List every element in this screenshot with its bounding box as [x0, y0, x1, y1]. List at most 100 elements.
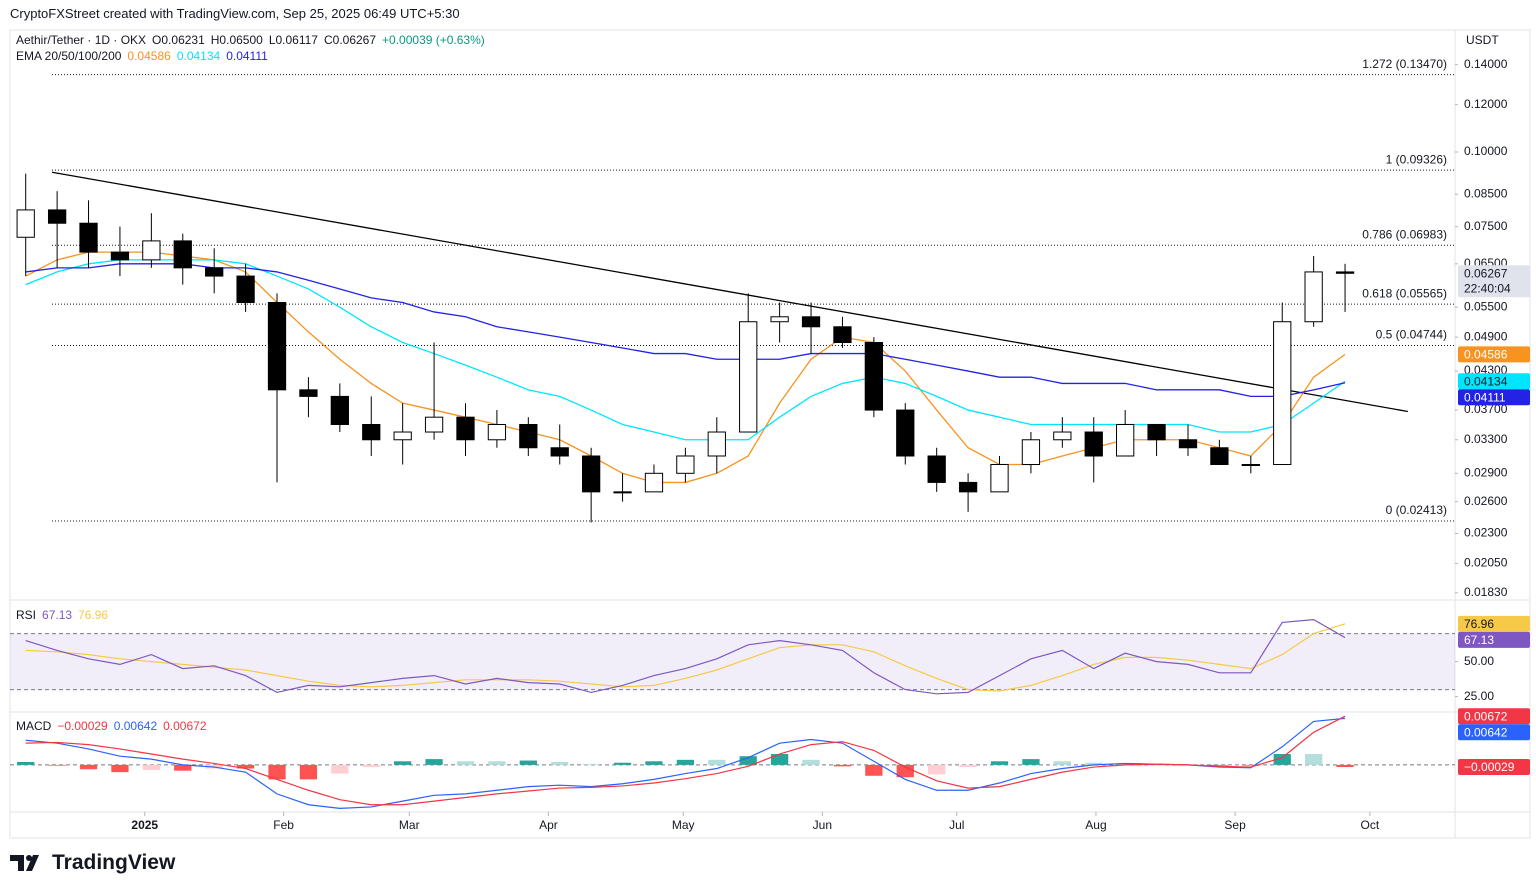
candle-body [1304, 271, 1323, 323]
histogram-bar [48, 764, 66, 766]
candle-body [1178, 439, 1198, 449]
histogram-bar [802, 759, 820, 765]
legend-item: 0.04134 [177, 49, 221, 63]
macd-line [25, 717, 1346, 809]
x-tick-label: Jul [949, 818, 964, 832]
histogram-bar [394, 761, 412, 765]
histogram-bar [676, 759, 695, 765]
price-tag-bg [1458, 265, 1530, 298]
histogram-bar [959, 764, 977, 768]
macd-tag-bg [1458, 708, 1530, 725]
y-tick-label: 0.05500 [1464, 299, 1508, 313]
legend-item: O0.06231 [152, 33, 205, 47]
histogram-bar [268, 764, 286, 780]
candle-body [613, 491, 632, 494]
candle-body [1210, 447, 1229, 466]
ema-tag: 0.04134 [1464, 374, 1508, 388]
histogram-bar [1085, 762, 1103, 765]
candle-body [1273, 321, 1292, 466]
candle-body [833, 326, 852, 344]
legend-item: RSI [16, 608, 36, 622]
histogram-bar [79, 764, 98, 770]
x-tick-label: Oct [1361, 818, 1380, 832]
candle-body [487, 423, 507, 441]
chart: 0.140000.120000.100000.085000.075000.065… [9, 29, 1531, 839]
ema-tag-bg [1458, 389, 1530, 406]
legend-item: H0.06500 [211, 33, 263, 47]
histogram-bar [362, 764, 380, 768]
histogram-bar [613, 762, 632, 765]
candle-body [927, 455, 946, 483]
candle-body [707, 431, 726, 457]
axis-unit: USDT [1466, 33, 1499, 47]
histogram-bar [425, 759, 443, 765]
x-tick-label: Aug [1085, 818, 1106, 832]
histogram-bar [519, 760, 537, 765]
ema-tag-bg [1458, 346, 1530, 363]
price-tag: 0.06267 [1464, 266, 1508, 280]
histogram-bar [299, 764, 318, 780]
histogram-bar [236, 764, 255, 769]
legend-item: 76.96 [78, 608, 108, 622]
rsi-band [10, 633, 1455, 690]
histogram-bar [865, 764, 883, 776]
trendline [51, 171, 1408, 413]
y-tick-label: 0.03300 [1464, 432, 1508, 446]
candle-body [362, 423, 381, 441]
histogram-bar [582, 764, 600, 765]
histogram-bar [896, 764, 914, 778]
candle-body [676, 455, 695, 474]
legend-item: 0.00672 [163, 719, 207, 733]
candle-body [519, 423, 538, 449]
histogram-bar [1210, 764, 1229, 766]
rsi-line [25, 623, 1346, 692]
histogram-bar [174, 764, 192, 771]
macd-line [25, 715, 1346, 806]
ema-tag-bg [1458, 373, 1530, 390]
legend-item: EMA 20/50/100/200 [16, 49, 122, 63]
x-tick-label: 2025 [131, 818, 158, 832]
x-tick-label: Apr [539, 818, 558, 832]
frame [9, 29, 1531, 839]
y-tick-label: 0.02300 [1464, 526, 1508, 540]
legend-item: 0.00642 [114, 719, 158, 733]
rsi-tag: 76.96 [1464, 617, 1494, 631]
candle-body [393, 431, 412, 441]
y-tick-label: 0.07500 [1464, 219, 1508, 233]
legend-item: 0.04586 [127, 49, 171, 63]
histogram-bar [111, 764, 129, 773]
countdown: 22:40:04 [1464, 281, 1511, 295]
histogram-bar [833, 764, 852, 767]
candle-body [1116, 423, 1135, 457]
legend: EMA 20/50/100/200 0.04586 0.04134 0.04111 [16, 49, 268, 63]
ema-tag: 0.04586 [1464, 348, 1508, 362]
macd-tag: 0.00672 [1464, 709, 1508, 723]
logo-mark [10, 855, 39, 871]
candle-body [456, 416, 475, 441]
rsi-line [25, 618, 1346, 695]
y-tick-label: 0.02050 [1464, 556, 1508, 570]
candle-body [801, 316, 821, 328]
candle-body [110, 251, 130, 261]
macd-tag-bg [1458, 759, 1530, 775]
histogram-bar [1336, 764, 1354, 767]
candle-body [1053, 431, 1072, 441]
x-tick-label: May [672, 818, 695, 832]
credit: CryptoFXStreet created with TradingView.… [10, 6, 460, 21]
macd-tag-bg [1458, 724, 1530, 741]
y-tick-label: 0.08500 [1464, 186, 1508, 200]
fib-label: 0.618 (0.05565) [1362, 286, 1447, 300]
x-tick-label: Feb [273, 818, 294, 832]
histogram-bar [770, 754, 789, 765]
histogram-bar [142, 764, 160, 770]
candle-body [739, 321, 758, 433]
histogram-bar [551, 762, 569, 765]
candle-body [582, 455, 601, 493]
candle-body [330, 395, 349, 425]
candle-body [79, 222, 98, 253]
fib-label: 0.786 (0.06983) [1362, 227, 1447, 241]
candle-body [299, 389, 318, 397]
x-tick-label: Jun [813, 818, 832, 832]
candle-body [205, 267, 224, 277]
logo-text: TradingView [52, 851, 176, 874]
